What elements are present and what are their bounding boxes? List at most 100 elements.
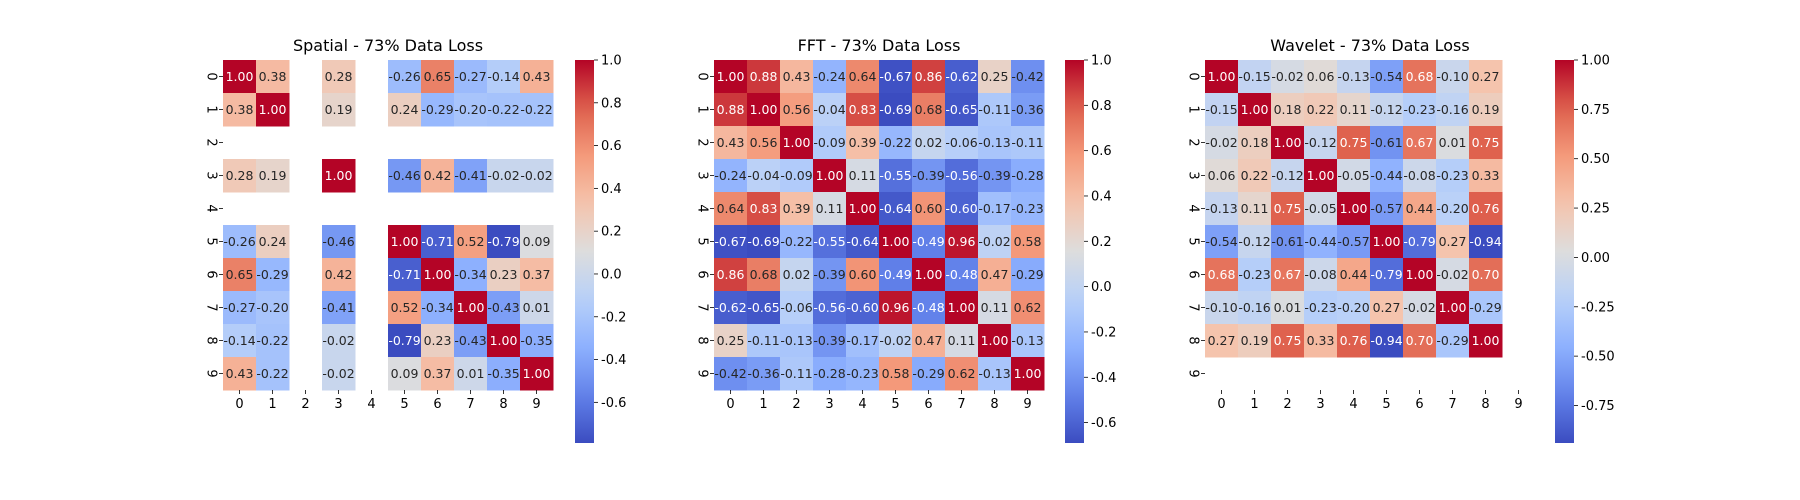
heatmap-cell-r8-c6 (421, 324, 455, 358)
x-tick-label-3: 3 (825, 397, 833, 412)
cell-value-label-r5-c0: -0.54 (1205, 234, 1237, 249)
cell-value-label-r5-c7: 0.52 (457, 234, 485, 249)
cell-value-label-r4-c4: 1.00 (849, 201, 877, 216)
colorbar-tick-label-0: -0.6 (601, 396, 626, 411)
heatmap-cell-r1-c8 (487, 93, 521, 127)
colorbar-tick-label-8: 1.0 (601, 54, 622, 69)
cell-value-label-r1-c6: -0.23 (1403, 102, 1435, 117)
cell-value-label-r7-c6: -0.02 (1403, 300, 1435, 315)
x-tick-label-1: 1 (759, 397, 767, 412)
cell-value-label-r3-c4: -0.05 (1337, 168, 1369, 183)
y-tick-label-6: 6 (204, 270, 219, 278)
cell-value-label-r7-c5: 0.27 (1373, 300, 1401, 315)
cell-value-label-r6-c2: 0.67 (1274, 267, 1302, 282)
colorbar-tick-label-6: 0.6 (601, 139, 622, 154)
cell-value-label-r4-c1: 0.83 (750, 201, 778, 216)
cell-value-label-r0-c8: 0.27 (1472, 69, 1500, 84)
cell-value-label-r4-c8: 0.76 (1472, 201, 1500, 216)
heatmap-cell-r8-c9 (520, 324, 554, 358)
cell-value-label-r2-c8: 0.75 (1472, 135, 1500, 150)
heatmap-cell-r3-c6 (912, 159, 946, 193)
cell-value-label-r6-c6: 1.00 (424, 267, 452, 282)
cell-value-label-r8-c7: 0.11 (948, 333, 976, 348)
heatmap-cell-r6-c7 (945, 258, 979, 292)
cell-value-label-r2-c2: 1.00 (783, 135, 811, 150)
cell-value-label-r8-c3: 0.33 (1307, 333, 1335, 348)
heatmap-cell-r3-c4 (846, 159, 880, 193)
heatmap-cell-r8-c5 (388, 324, 422, 358)
x-tick-label-1: 1 (1250, 397, 1258, 412)
cell-value-label-r1-c7: -0.20 (454, 102, 486, 117)
cell-value-label-r7-c1: -0.65 (747, 300, 779, 315)
x-tick-label-8: 8 (990, 397, 998, 412)
cell-value-label-r3-c5: -0.55 (879, 168, 911, 183)
heatmap-cell-r1-c2 (1271, 93, 1305, 127)
heatmap-cell-r9-c8 (487, 357, 521, 391)
heatmap-cell-r9-c0 (714, 357, 748, 391)
heatmap-cell-r0-c8 (487, 60, 521, 94)
heatmap-cell-r3-c0 (1205, 159, 1239, 193)
heatmap-cell-r0-c8 (1469, 60, 1503, 94)
colorbar-tick-label-2: -0.2 (1091, 325, 1116, 340)
cell-value-label-r2-c0: -0.02 (1205, 135, 1237, 150)
cell-value-label-r3-c8: -0.39 (978, 168, 1010, 183)
heatmap-cell-r3-c5 (388, 159, 422, 193)
cell-value-label-r2-c7: -0.06 (945, 135, 977, 150)
cell-value-label-r7-c9: 0.01 (523, 300, 551, 315)
heatmap-cell-r4-c7 (1436, 192, 1470, 226)
cell-value-label-r8-c0: 0.25 (717, 333, 745, 348)
heatmap-cell-r3-c0 (714, 159, 748, 193)
cell-value-label-r3-c5: -0.46 (388, 168, 420, 183)
heatmap-cell-r0-c0 (714, 60, 748, 94)
cell-value-label-r0-c0: 1.00 (226, 69, 254, 84)
heatmap-cell-r8-c6 (912, 324, 946, 358)
heatmap-cell-r4-c1 (747, 192, 781, 226)
cell-value-label-r2-c9: -0.11 (1011, 135, 1043, 150)
cell-value-label-r5-c1: -0.12 (1238, 234, 1270, 249)
heatmap-cell-r8-c3 (1304, 324, 1338, 358)
cell-value-label-r2-c1: 0.18 (1241, 135, 1269, 150)
x-tick-label-7: 7 (466, 397, 474, 412)
x-tick-label-6: 6 (1415, 397, 1423, 412)
cell-value-label-r7-c6: -0.34 (421, 300, 453, 315)
cell-value-label-r8-c6: 0.23 (424, 333, 452, 348)
cell-value-label-r0-c6: 0.68 (1406, 69, 1434, 84)
heatmap-cell-r5-c8 (978, 225, 1012, 259)
cell-value-label-r8-c5: -0.79 (388, 333, 420, 348)
cell-value-label-r1-c0: -0.15 (1205, 102, 1237, 117)
heatmap-cell-r3-c3 (322, 159, 356, 193)
heatmap-cell-r5-c6 (421, 225, 455, 259)
heatmap-cell-r5-c7 (454, 225, 488, 259)
heatmap-cell-r0-c5 (879, 60, 913, 94)
heatmap-cell-r9-c8 (978, 357, 1012, 391)
heatmap-cell-r2-c0 (1205, 126, 1239, 160)
heatmap-cell-r7-c7 (945, 291, 979, 325)
colorbar-tick-label-2: -0.2 (601, 310, 626, 325)
heatmap-cell-r1-c4 (846, 93, 880, 127)
cell-value-label-r9-c6: -0.29 (912, 366, 944, 381)
heatmap-cell-r1-c3 (813, 93, 847, 127)
colorbar-tick-label-3: 0.00 (1581, 251, 1610, 266)
y-tick-label-0: 0 (1186, 72, 1201, 80)
y-tick-label-6: 6 (1186, 270, 1201, 278)
x-tick-label-4: 4 (367, 397, 375, 412)
colorbar-tick-label-0: -0.75 (1581, 399, 1615, 414)
cell-value-label-r0-c5: -0.54 (1370, 69, 1402, 84)
heatmap-cell-r5-c3 (1304, 225, 1338, 259)
heatmap-cell-r6-c8 (487, 258, 521, 292)
chart-title: Wavelet - 73% Data Loss (1270, 36, 1469, 55)
heatmap-cell-r4-c2 (1271, 192, 1305, 226)
y-tick-label-4: 4 (1186, 204, 1201, 212)
heatmap-cell-r7-c8 (487, 291, 521, 325)
cell-value-label-r8-c9: -0.35 (520, 333, 552, 348)
heatmap-cell-r0-c7 (1436, 60, 1470, 94)
heatmap-cell-r7-c1 (256, 291, 290, 325)
heatmap-cell-r7-c7 (454, 291, 488, 325)
x-tick-label-9: 9 (532, 397, 540, 412)
cell-value-label-r3-c1: 0.19 (259, 168, 287, 183)
cell-value-label-r4-c7: -0.20 (1436, 201, 1468, 216)
cell-value-label-r6-c0: 0.68 (1208, 267, 1236, 282)
heatmap-cell-r6-c6 (1403, 258, 1437, 292)
cell-value-label-r5-c4: -0.64 (846, 234, 878, 249)
y-tick-label-8: 8 (204, 336, 219, 344)
